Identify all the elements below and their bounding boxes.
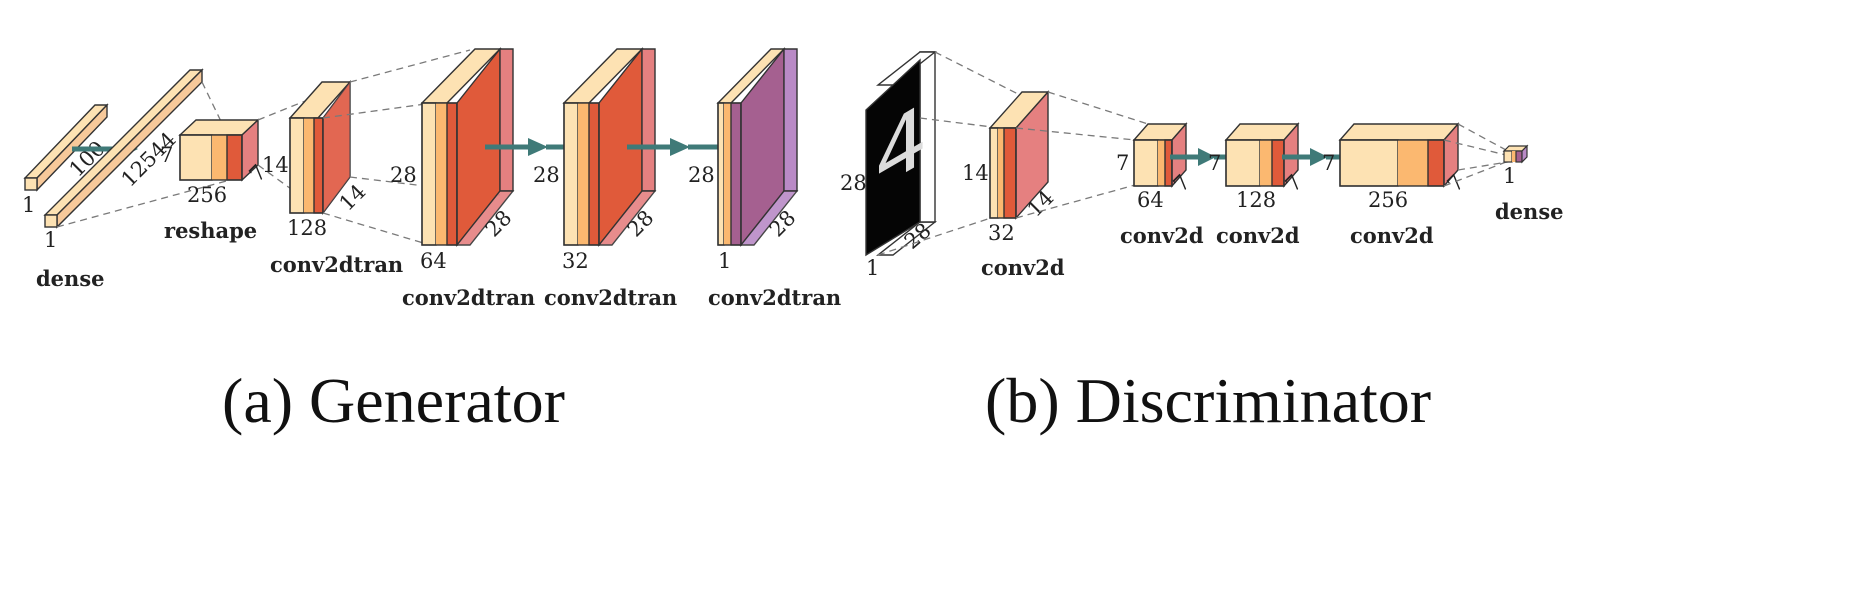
gen-convt2-label: conv2dtran — [402, 285, 535, 310]
gen-convt1-h: 14 — [262, 153, 289, 177]
gen-convt2-h: 28 — [390, 163, 417, 187]
disc-input-image: 4 — [865, 51, 938, 257]
disc-conv1-channels: 32 — [988, 221, 1015, 245]
disc-conv3-channels: 128 — [1236, 188, 1276, 212]
gen-dense-label: dense — [36, 266, 105, 291]
gen-dense2-size: 1 — [44, 228, 57, 252]
disc-conv1-block — [988, 90, 1050, 220]
gen-convt4-label: conv2dtran — [708, 285, 841, 310]
gen-convt1-label: conv2dtran — [270, 252, 403, 277]
gen-dense2-block — [43, 68, 204, 229]
disc-input-h: 28 — [840, 171, 867, 195]
disc-input-channels: 1 — [866, 256, 879, 280]
gen-convt4-block — [716, 46, 799, 248]
disc-dense-block — [1502, 144, 1529, 164]
disc-dense-size: 1 — [1503, 164, 1516, 188]
gen-reshape-block — [178, 118, 260, 182]
gen-convt2-channels: 64 — [420, 249, 447, 273]
disc-conv2-h: 7 — [1116, 151, 1129, 175]
gen-convt3-label: conv2dtran — [544, 285, 677, 310]
gen-convt3-channels: 32 — [562, 249, 589, 273]
gen-convt1-block — [288, 79, 352, 216]
disc-conv3-h: 7 — [1208, 151, 1221, 175]
disc-dense-label: dense — [1495, 199, 1564, 224]
gen-convt3-block — [562, 46, 657, 248]
gen-reshape-hw: 7 — [160, 143, 173, 167]
disc-conv2-channels: 64 — [1137, 188, 1164, 212]
discriminator-caption: (b) Discriminator — [985, 365, 1431, 436]
disc-conv1-h: 14 — [962, 161, 989, 185]
generator-diagram: 1 100 dense 1 12544 7 7 256 — [22, 46, 841, 310]
gen-reshape-label: reshape — [164, 218, 257, 243]
gen-convt3-h: 28 — [533, 163, 560, 187]
disc-conv3-label: conv2d — [1216, 223, 1300, 248]
disc-conv4-label: conv2d — [1350, 223, 1434, 248]
gen-convt2-block — [420, 46, 515, 248]
disc-conv4-h: 7 — [1322, 151, 1335, 175]
generator-caption: (a) Generator — [222, 365, 565, 436]
gen-convt4-channels: 1 — [718, 249, 731, 273]
gen-reshape-channels: 256 — [187, 183, 227, 207]
gen-dense1-size: 1 — [22, 193, 35, 217]
disc-conv2-label: conv2d — [1120, 223, 1204, 248]
disc-conv4-channels: 256 — [1368, 188, 1408, 212]
discriminator-diagram: 4 28 28 1 14 14 32 conv2d — [840, 51, 1564, 280]
gen-convt1-channels: 128 — [287, 216, 327, 240]
gen-convt4-h: 28 — [688, 163, 715, 187]
disc-conv4-block — [1338, 122, 1460, 188]
disc-conv1-label: conv2d — [981, 255, 1065, 280]
